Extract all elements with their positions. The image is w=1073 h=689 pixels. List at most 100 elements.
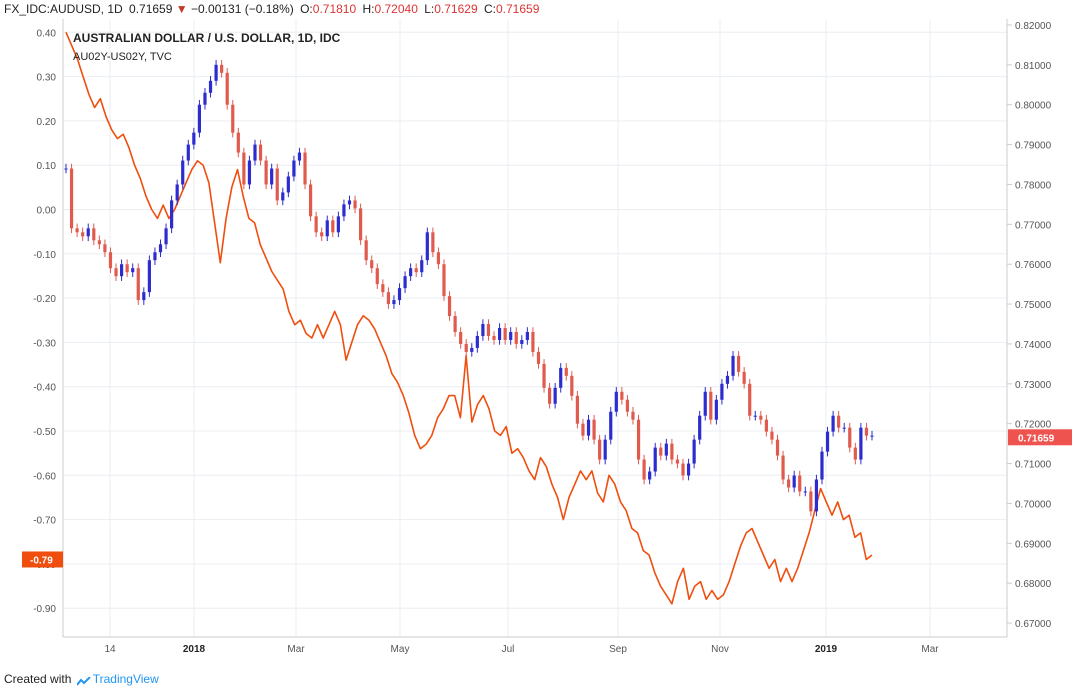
candle-body <box>386 292 390 305</box>
right-tick-label: 0.80000 <box>1015 101 1052 112</box>
candle-body <box>664 443 668 456</box>
candle-body <box>459 331 463 344</box>
right-tick-label: 0.77000 <box>1015 220 1052 231</box>
candle-body <box>636 419 641 460</box>
candle-body <box>536 351 541 364</box>
candle-body <box>175 184 179 201</box>
candle-body <box>709 391 713 420</box>
candle-body <box>181 160 185 185</box>
candle-body <box>136 268 140 301</box>
candle-body <box>342 204 346 217</box>
candle-body <box>787 479 791 488</box>
right-tick-label: 0.68000 <box>1015 579 1052 590</box>
candle-body <box>475 335 479 348</box>
candle-body <box>403 276 407 289</box>
left-tick-label: 0.40 <box>37 28 57 39</box>
candle-body <box>642 459 646 480</box>
candle-body <box>853 447 857 460</box>
candle-body <box>842 427 846 429</box>
candle-body <box>325 220 329 237</box>
candle-body <box>447 296 452 317</box>
candle-body <box>798 475 802 492</box>
candle-body <box>564 367 568 376</box>
created-with-label: Created with <box>4 672 72 686</box>
left-axis-ticks: 0.40 0.30 0.20 0.10 0.00 -0.10 -0.20 -0.30 -0.40… <box>33 28 56 615</box>
last-price-tag-label: 0.71659 <box>1018 433 1055 444</box>
candle-body <box>686 463 691 476</box>
candle-body <box>436 252 441 265</box>
candle-body <box>614 391 618 412</box>
candle-body <box>759 415 763 420</box>
candle-body <box>131 268 135 273</box>
open-value: 0.71810 <box>312 2 357 16</box>
candle-body <box>392 300 396 305</box>
candle-body <box>364 240 368 261</box>
candle-body <box>292 160 296 177</box>
price-chart[interactable]: 0.40 0.30 0.20 0.10 0.00 -0.10 -0.20 -0.30 -0.40… <box>0 19 1073 669</box>
last-spread-tag <box>22 551 63 568</box>
candle-body <box>203 92 207 105</box>
right-tick-label: 0.71000 <box>1015 460 1052 471</box>
right-tick-label: 0.69000 <box>1015 539 1052 550</box>
candle-body <box>620 391 624 400</box>
x-tick-label: Mar <box>287 644 305 655</box>
candle-body <box>809 491 813 512</box>
candle-body <box>581 423 585 436</box>
candle-body <box>503 328 507 340</box>
candle-body <box>775 439 780 456</box>
chart-title: AUSTRALIAN DOLLAR / U.S. DOLLAR, 1D, IDC <box>73 31 341 45</box>
high-label: H: <box>362 2 375 16</box>
candle-body <box>75 228 79 233</box>
candle-body <box>192 132 196 145</box>
symbol-header: FX_IDC:AUDUSD, 1D 0.71659 ▼ −0.00131 (−0… <box>0 0 1073 19</box>
candle-body <box>320 232 324 237</box>
left-tick-label: 0.20 <box>37 117 57 128</box>
right-tick-label: 0.67000 <box>1015 619 1052 630</box>
low-value: 0.71629 <box>434 2 478 16</box>
x-tick-label: Nov <box>711 644 729 655</box>
candle-body <box>258 144 263 161</box>
left-tick-label: -0.90 <box>33 604 56 615</box>
right-tick-label: 0.70000 <box>1015 499 1052 510</box>
candle-body <box>531 331 535 352</box>
candle-body <box>381 284 385 293</box>
candle-body <box>208 80 213 93</box>
right-tick-label: 0.81000 <box>1015 61 1052 72</box>
candle-body <box>331 220 335 233</box>
candle-body <box>509 331 513 340</box>
last-spread-tag-label: -0.79 <box>30 555 53 566</box>
candle-body <box>442 264 446 297</box>
candle-body <box>753 415 757 417</box>
candle-body <box>609 411 613 440</box>
candle-body <box>603 439 607 460</box>
tradingview-brand[interactable]: TradingView <box>92 672 159 686</box>
candle-body <box>420 260 424 273</box>
down-arrow-icon: ▼ <box>175 2 188 16</box>
candle-body <box>586 419 591 436</box>
left-tick-label: -0.20 <box>33 294 56 305</box>
candle-body <box>486 324 491 336</box>
x-tick-label: May <box>391 644 410 655</box>
candle-body <box>164 228 168 245</box>
candle-body <box>231 104 235 133</box>
x-tick-label: Mar <box>921 644 939 655</box>
left-tick-label: -0.70 <box>33 516 56 527</box>
change-value: −0.00131 (−0.18%) <box>191 2 294 16</box>
candle-body <box>820 451 824 480</box>
right-tick-label: 0.76000 <box>1015 260 1052 271</box>
candle-body <box>814 479 819 512</box>
candle-body <box>186 144 190 161</box>
candle-body <box>464 343 468 352</box>
candle-body <box>64 168 68 170</box>
candle-body <box>314 216 318 233</box>
candle-body <box>653 447 657 472</box>
candle-body <box>492 335 496 340</box>
candle-body <box>236 132 240 153</box>
candle-body <box>553 387 557 404</box>
candle-body <box>242 152 246 185</box>
candle-body <box>731 355 735 376</box>
candle-body <box>825 431 830 452</box>
left-tick-label: 0.10 <box>37 161 57 172</box>
left-tick-label: 0.30 <box>37 73 57 84</box>
candle-body <box>848 427 852 448</box>
